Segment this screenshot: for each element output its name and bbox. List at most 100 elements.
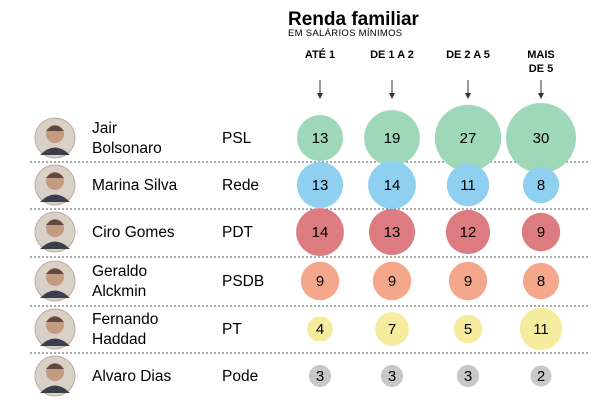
bubble-value: 30 (533, 130, 550, 147)
bubble-value: 9 (316, 273, 324, 290)
bubble (522, 166, 560, 204)
avatar-shoulders (40, 385, 70, 393)
candidate-row: Fernando Haddad PT 4 7 5 11 (34, 307, 563, 351)
column-header: DE 1 A 2 (370, 49, 414, 61)
party-label: PSL (222, 130, 252, 147)
bubble (506, 103, 576, 173)
bubble (448, 261, 488, 301)
avatar-hair (46, 125, 64, 131)
candidate-row: Alvaro Dias Pode 3 3 3 2 (34, 355, 552, 397)
bubble (519, 307, 563, 351)
bubble-value: 3 (388, 368, 396, 385)
bubble (300, 261, 340, 301)
bubble (364, 110, 420, 166)
bubble-value: 8 (537, 177, 545, 194)
bubble (368, 161, 416, 209)
bubble (453, 314, 483, 344)
candidate-row: Marina Silva Rede 13 14 11 8 (34, 161, 560, 209)
bubble-value: 7 (388, 321, 396, 338)
column-headers: ATÉ 1 DE 1 A 2 DE 2 A 5 MAIS DE 5 (305, 48, 555, 99)
bubble-value: 2 (537, 368, 545, 385)
avatar-hair (46, 219, 64, 225)
bubble-value: 11 (460, 177, 476, 194)
bubble (380, 364, 404, 388)
bubble (434, 104, 502, 172)
column-header: MAIS (527, 49, 555, 61)
avatar (34, 211, 76, 253)
bubble-value: 9 (388, 273, 396, 290)
chart-subtitle: EM SALÁRIOS MÍNIMOS (288, 28, 402, 39)
bubble-value: 5 (464, 321, 472, 338)
bubble-value: 8 (537, 273, 545, 290)
bubble (521, 212, 561, 252)
bubble (308, 364, 332, 388)
bubble (375, 312, 409, 346)
bubble (372, 261, 412, 301)
bubble (445, 209, 491, 255)
avatar-shoulders (40, 147, 70, 155)
candidate-name: Geraldo (92, 263, 147, 280)
column-header: DE 5 (529, 63, 553, 75)
column-header: DE 2 A 5 (446, 49, 490, 61)
candidate-name: Haddad (92, 331, 146, 348)
column-header: ATÉ 1 (305, 48, 335, 61)
bubble (297, 115, 343, 161)
avatar (34, 308, 76, 350)
bubble-value: 12 (460, 224, 477, 241)
bubble (297, 162, 343, 208)
bubble (307, 316, 333, 342)
party-label: PDT (222, 224, 254, 241)
bubble-value: 9 (464, 273, 472, 290)
avatar (34, 164, 76, 206)
party-label: PSDB (222, 273, 264, 290)
bubble-value: 14 (312, 224, 329, 241)
bubble-value: 13 (312, 130, 329, 147)
bubble (296, 208, 344, 256)
candidate-name: Marina Silva (92, 177, 178, 194)
avatar-hair (46, 363, 64, 369)
candidate-name: Fernando (92, 311, 158, 328)
bubble-value: 19 (384, 130, 401, 147)
bubble (446, 163, 490, 207)
candidate-name: Bolsonaro (92, 140, 162, 157)
avatar (34, 117, 76, 159)
bubble-value: 9 (537, 224, 545, 241)
party-label: PT (222, 321, 242, 338)
avatar-shoulders (40, 194, 70, 202)
avatar-shoulders (40, 290, 70, 298)
candidate-name: Jair (92, 120, 117, 137)
candidate-row: Jair Bolsonaro PSL 13 19 27 30 (34, 103, 576, 173)
avatar-hair (46, 316, 64, 322)
column-arrow-head (538, 93, 544, 99)
avatar-hair (46, 172, 64, 178)
avatar-shoulders (40, 338, 70, 346)
avatar-hair (46, 268, 64, 274)
chart-title: Renda familiar (288, 9, 420, 30)
avatar (34, 260, 76, 302)
bubble-value: 14 (384, 177, 401, 194)
column-arrow-head (317, 93, 323, 99)
bubble-value: 4 (316, 321, 324, 338)
candidate-row: Ciro Gomes PDT 14 13 12 9 (34, 208, 561, 256)
candidate-name: Alckmin (92, 283, 146, 300)
bubble-value: 27 (460, 130, 477, 147)
bubble (456, 364, 480, 388)
column-arrow-head (465, 93, 471, 99)
candidate-name: Ciro Gomes (92, 224, 175, 241)
column-arrow-head (389, 93, 395, 99)
bubble-value: 3 (464, 368, 472, 385)
bubble-value: 13 (384, 224, 401, 241)
bubble (369, 209, 415, 255)
avatar (34, 355, 76, 397)
bubble-value: 13 (312, 177, 329, 194)
candidate-row: Geraldo Alckmin PSDB 9 9 9 8 (34, 260, 560, 302)
bubble (530, 365, 552, 387)
bubble-value: 11 (533, 321, 549, 338)
party-label: Rede (222, 177, 259, 194)
party-label: Pode (222, 368, 258, 385)
bubble (522, 262, 560, 300)
avatar-shoulders (40, 241, 70, 249)
bubble-value: 3 (316, 368, 324, 385)
